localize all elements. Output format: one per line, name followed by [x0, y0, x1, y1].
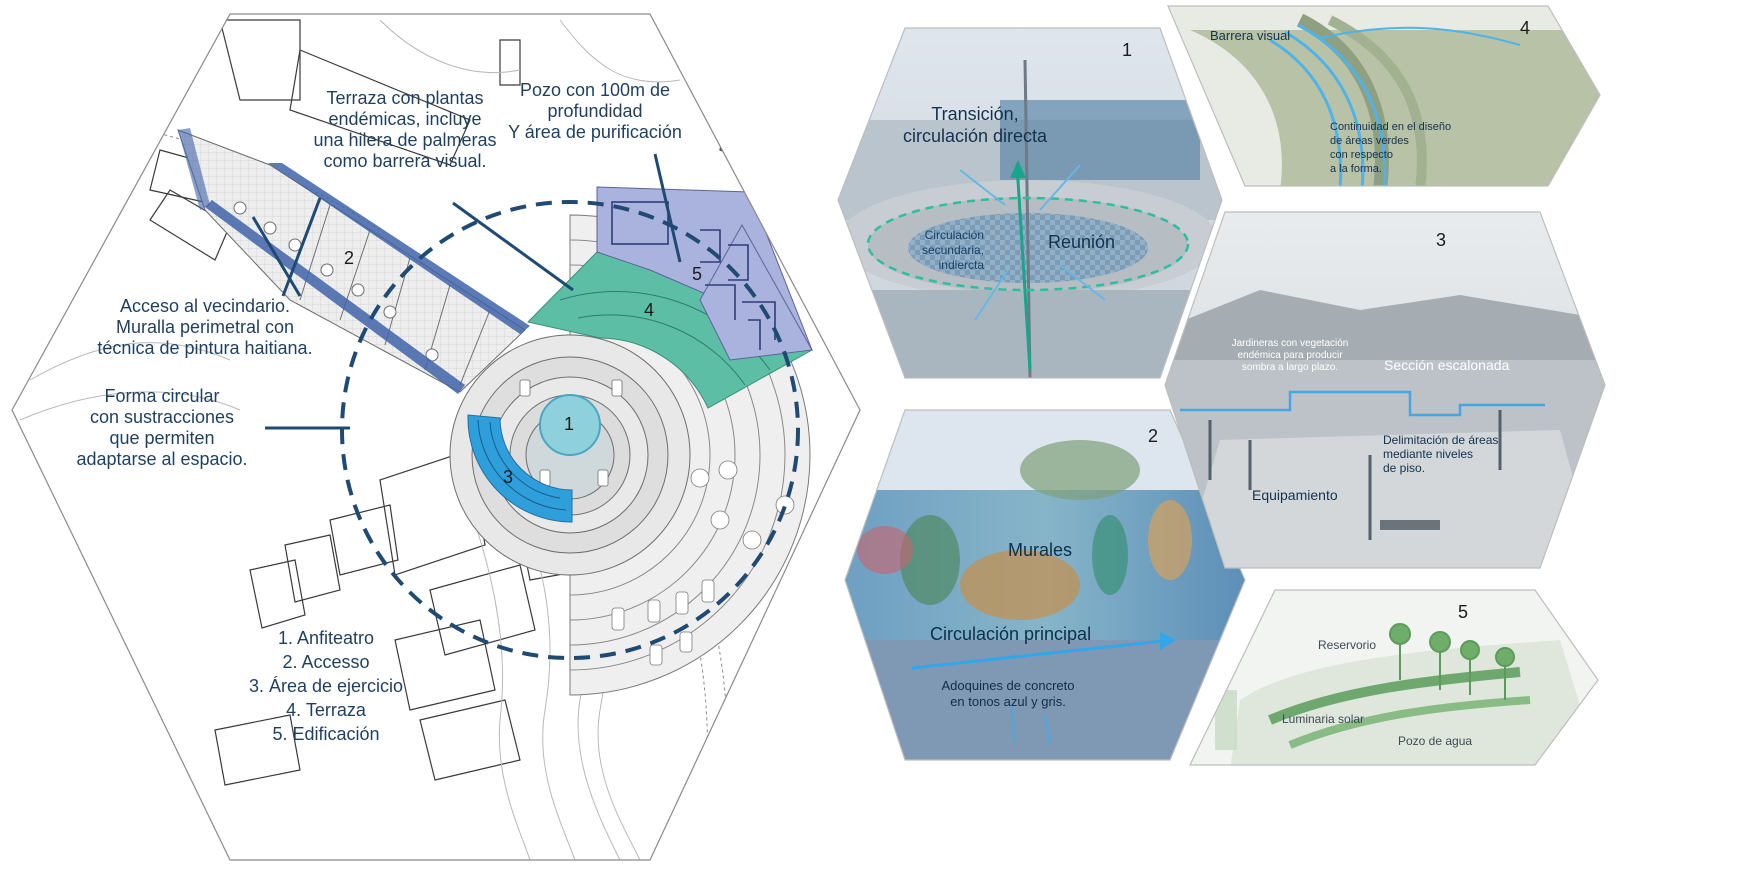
label-line: Transición, [931, 104, 1019, 124]
label-line: técnica de pintura haitiana. [97, 338, 313, 358]
label-pozo: Pozo con 100m de profundidad Y área de p… [490, 80, 700, 143]
label-line: adaptarse al espacio. [76, 449, 248, 469]
label-line: indiercta [938, 258, 984, 272]
photo4-visual-barrier: Barrera visual [1210, 28, 1291, 43]
leader-lines [251, 153, 682, 430]
zone-number-5: 5 [692, 264, 703, 284]
photo1-secondary: Circulación secundaria, indiercta [880, 228, 984, 273]
photo5-solar-light: Luminaria solar [1282, 712, 1365, 726]
photo1-meeting: Reunión [1048, 232, 1116, 252]
photo-hexagon-1 [838, 28, 1222, 378]
photo2-pavers: Adoquines de concreto en tonos azul y gr… [908, 678, 1108, 710]
photo-number-3: 3 [1436, 230, 1447, 250]
photo2-main-circulation: Circulación principal [930, 624, 1092, 644]
label-line: de áreas verdes [1330, 135, 1409, 147]
label-line: en tonos azul y gris. [950, 694, 1066, 709]
photo-hexagon-5 [1190, 590, 1598, 765]
legend-item: 3. Área de ejercicio [248, 676, 404, 696]
photo-number-1: 1 [1122, 40, 1133, 60]
label-line: de piso. [1383, 461, 1426, 475]
context-buildings [149, 19, 851, 786]
photo2-murales: Murales [1008, 540, 1073, 560]
photo-hexagon-3 [1165, 212, 1605, 568]
zone-number-3: 3 [503, 467, 514, 487]
label-line: Muralla perimetral con [115, 317, 295, 337]
label-line: Terraza con plantas [326, 88, 484, 108]
legend-item: 2. Accesso [282, 652, 370, 672]
label-line: a la forma. [1330, 163, 1382, 175]
label-forma: Forma circular con sustracciones que per… [62, 386, 262, 470]
zone-number-1: 1 [564, 414, 575, 434]
label-line: Jardineras con vegetación [1231, 338, 1349, 349]
photo3-delimitation: Delimitación de áreas mediante niveles d… [1383, 433, 1523, 475]
zone-number-4: 4 [644, 300, 655, 320]
label-line: Adoquines de concreto [941, 678, 1075, 693]
photo-number-4: 4 [1520, 18, 1531, 38]
label-line: Y área de purificación [508, 122, 682, 142]
photo3-stepped-section: Sección escalonada [1384, 357, 1510, 373]
label-line: Delimitación de áreas [1383, 433, 1499, 447]
label-line: como barrera visual. [323, 151, 487, 171]
circular-form-outline [340, 200, 800, 660]
label-line: que permiten [109, 428, 215, 448]
label-line: circulación directa [902, 126, 1048, 146]
photo5-reservoir: Reservorio [1318, 638, 1377, 652]
legend-item: 1. Anfiteatro [277, 628, 375, 648]
photo3-equipment: Equipamiento [1252, 487, 1338, 503]
photo3-planters: Jardineras con vegetación endémica para … [1210, 338, 1370, 374]
label-line: Forma circular [104, 386, 220, 406]
label-line: Pozo con 100m de [519, 80, 671, 100]
label-line: endémicas, incluye [328, 109, 482, 129]
label-line: sombra a largo plazo. [1241, 362, 1339, 373]
photo-number-2: 2 [1148, 426, 1159, 446]
legend-item: 5. Edificación [272, 724, 380, 744]
zone-number-2: 2 [344, 248, 355, 268]
photo-hexagon-2 [845, 410, 1245, 760]
label-line: endémica para producir [1237, 350, 1343, 361]
photo-number-5: 5 [1458, 602, 1469, 622]
zone-legend: 1. Anfiteatro 2. Accesso 3. Área de ejer… [226, 626, 426, 746]
photo4-continuity: Continuidad en el diseño de áreas verdes… [1330, 120, 1480, 176]
amphitheatre-center [539, 394, 601, 456]
label-line: Continuidad en el diseño [1330, 121, 1452, 133]
photo-hexagon-4 [1168, 6, 1600, 186]
label-line: mediante niveles [1383, 447, 1474, 461]
label-acceso: Acceso al vecindario. Muralla perimetral… [85, 296, 325, 359]
label-line: Circulación [924, 228, 984, 242]
label-line: con sustracciones [89, 407, 235, 427]
label-line: con respecto [1330, 149, 1393, 161]
label-line: profundidad [547, 101, 643, 121]
photo1-title: Transición, circulación directa [890, 103, 1060, 147]
label-line: una hilera de palmeras [313, 130, 497, 150]
label-terraza: Terraza con plantas endémicas, incluye u… [285, 88, 525, 172]
photo5-water-well: Pozo de agua [1398, 734, 1473, 748]
label-line: Acceso al vecindario. [119, 296, 291, 316]
access-band-north [268, 163, 530, 334]
label-line: secundaria, [921, 243, 984, 257]
legend-item: 4. Terraza [286, 700, 366, 720]
